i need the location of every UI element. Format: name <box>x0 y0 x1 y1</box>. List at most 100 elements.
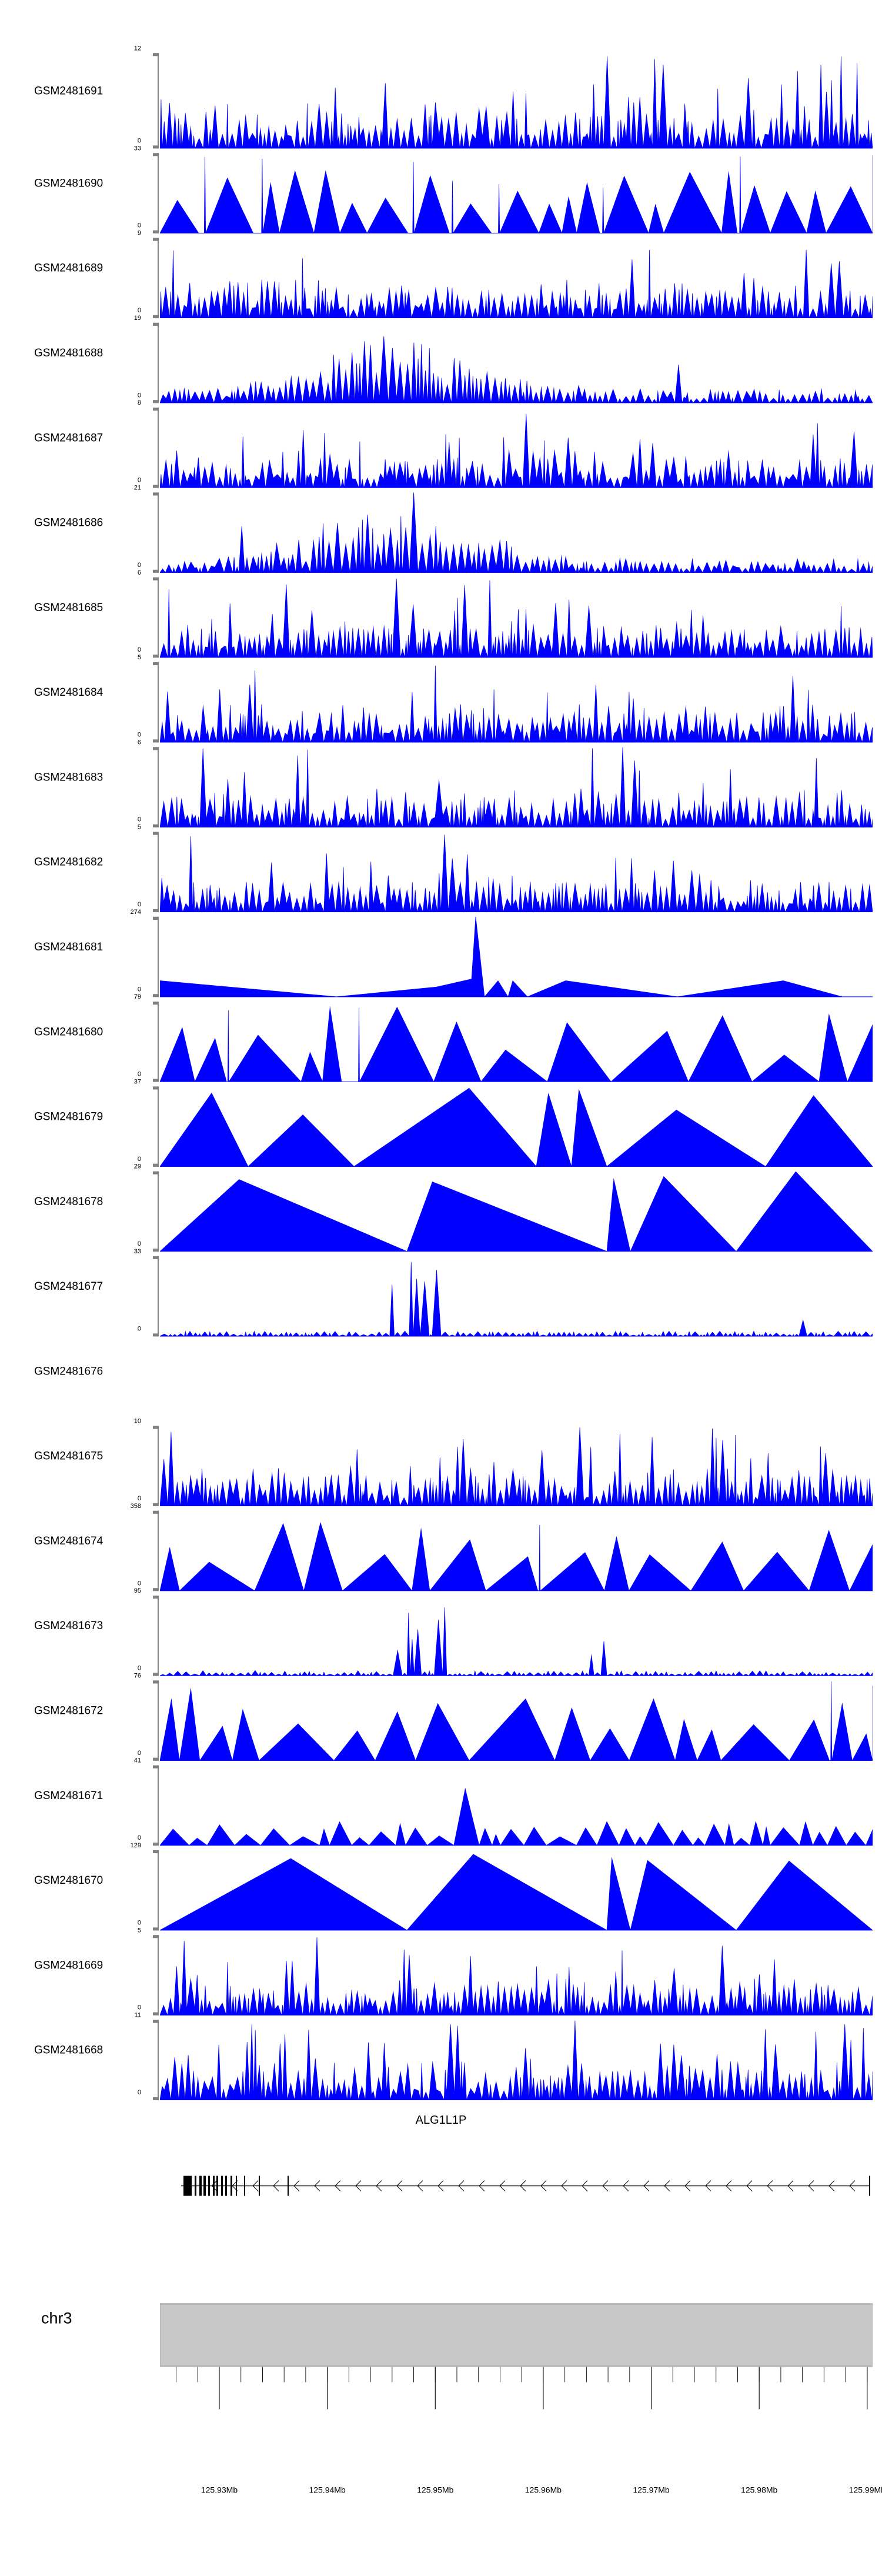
coverage-plot[interactable] <box>160 1680 873 1761</box>
arrow-stroke <box>314 2185 320 2191</box>
track-y-axis: 33 0 <box>134 145 159 233</box>
gene-strand-arrow-icon <box>849 2180 856 2191</box>
track-y-axis: 11 0 <box>135 2012 159 2100</box>
coverage-plot[interactable] <box>160 662 873 743</box>
track-row: GSM2481669 5 0 <box>0 1927 882 2016</box>
coverage-plot[interactable] <box>160 1511 873 1591</box>
track-label-gsm2481676: GSM2481676 <box>34 1365 103 1378</box>
gene-strand-arrow-icon <box>643 2180 650 2191</box>
arrow-stroke <box>273 2180 279 2186</box>
y-axis-max-label: 12 <box>133 45 141 52</box>
coverage-plot[interactable] <box>160 747 873 827</box>
gene-strand-arrow-icon <box>437 2180 444 2191</box>
gene-exon[interactable] <box>203 2175 206 2196</box>
y-axis-max-label: 274 <box>130 908 141 916</box>
coverage-plot[interactable] <box>160 408 873 488</box>
arrow-stroke <box>376 2185 382 2191</box>
arrow-stroke <box>479 2180 485 2186</box>
gene-strand-arrow-icon <box>540 2180 547 2191</box>
track-label-gsm2481674: GSM2481674 <box>34 1534 103 1547</box>
coverage-area-path <box>160 1087 873 1167</box>
gene-exon[interactable] <box>244 2175 245 2196</box>
y-axis-min-label: 0 <box>137 137 141 145</box>
coverage-plot[interactable] <box>160 53 873 149</box>
coverage-area-chart <box>160 56 873 149</box>
track-row: GSM2481672 76 0 <box>0 1673 882 1761</box>
coverage-plot[interactable] <box>160 2020 873 2100</box>
coverage-plot[interactable] <box>160 1171 873 1252</box>
gene-exon[interactable] <box>195 2175 196 2196</box>
track-label-gsm2481687: GSM2481687 <box>34 432 103 445</box>
track-label-gsm2481688: GSM2481688 <box>34 347 103 360</box>
gene-model-diagram[interactable] <box>0 2163 882 2284</box>
arrow-stroke <box>314 2180 320 2186</box>
coverage-plot[interactable] <box>160 1935 873 2016</box>
coverage-plot[interactable] <box>160 578 873 658</box>
y-axis-tick-max <box>153 916 159 920</box>
track-row: GSM2481687 8 0 <box>0 400 882 488</box>
gene-strand-arrow-icon <box>376 2180 382 2191</box>
gene-exon[interactable] <box>216 2175 218 2196</box>
gene-exon[interactable] <box>236 2175 237 2196</box>
arrow-stroke <box>623 2185 629 2191</box>
coverage-area-chart <box>160 1681 873 1761</box>
gene-exon[interactable] <box>288 2175 289 2196</box>
track-row: GSM2481678 29 0 <box>0 1163 882 1252</box>
y-axis-line <box>158 1596 159 1676</box>
coverage-area-chart <box>160 1607 873 1676</box>
gene-exon[interactable] <box>183 2175 192 2196</box>
track-y-axis: 37 0 <box>134 1079 159 1167</box>
coverage-plot[interactable] <box>160 323 873 403</box>
track-label-gsm2481678: GSM2481678 <box>34 1195 103 1208</box>
coverage-plot[interactable] <box>160 1850 873 1931</box>
chromosome-axis-region: chr3 125.93Mb 125.94Mb 125.95Mb 125.96Mb 125… <box>0 2303 882 2545</box>
gene-exon[interactable] <box>221 2175 223 2196</box>
gene-exon[interactable] <box>208 2175 210 2196</box>
track-row: GSM2481670 129 0 <box>0 1842 882 1931</box>
y-axis-tick-max <box>153 322 159 326</box>
arrow-stroke <box>232 2180 238 2186</box>
gene-exon[interactable] <box>259 2175 260 2196</box>
gene-strand-arrow-icon <box>499 2180 506 2191</box>
coverage-area-chart <box>160 2020 873 2100</box>
y-axis-tick-min <box>153 1673 159 1676</box>
y-axis-tick-max <box>153 1002 159 1005</box>
y-axis-tick-max <box>153 1256 159 1260</box>
coverage-plot[interactable] <box>160 1766 873 1846</box>
coverage-area-chart <box>160 1171 873 1252</box>
gene-strand-arrow-icon <box>293 2180 300 2191</box>
y-axis-tick-min <box>153 400 159 403</box>
arrow-stroke <box>252 2185 259 2191</box>
coverage-plot[interactable] <box>160 1426 873 1507</box>
arrow-stroke <box>602 2180 609 2186</box>
coverage-plot[interactable] <box>160 832 873 913</box>
y-axis-min-label: 0 <box>137 222 141 229</box>
track-row: GSM2481691 12 0 <box>0 45 882 149</box>
coverage-plot[interactable] <box>160 1086 873 1167</box>
coverage-plot[interactable] <box>160 1002 873 1082</box>
track-row: GSM2481682 5 0 <box>0 824 882 913</box>
coverage-plot[interactable] <box>160 492 873 573</box>
y-axis-min-label: 0 <box>137 1155 141 1163</box>
axis-tick-label: 125.99Mb <box>848 2485 882 2495</box>
track-y-axis: 10 0 <box>134 1418 159 1507</box>
track-y-axis: 79 0 <box>134 994 159 1082</box>
coverage-plot[interactable] <box>160 1256 873 1337</box>
gene-exon[interactable] <box>199 2175 202 2196</box>
arrow-stroke <box>458 2180 465 2186</box>
gene-exon[interactable] <box>225 2175 227 2196</box>
gene-exon[interactable] <box>213 2175 215 2196</box>
y-axis-line <box>158 1171 159 1252</box>
y-axis-max-label: 10 <box>133 1417 141 1425</box>
gene-strand-arrow-icon <box>602 2180 609 2191</box>
y-axis-min-label: 0 <box>137 1664 141 1672</box>
coverage-plot[interactable] <box>160 153 873 233</box>
y-axis-max-label: 33 <box>133 1248 141 1256</box>
gene-exon[interactable] <box>230 2175 232 2196</box>
coverage-plot[interactable] <box>160 1596 873 1676</box>
coverage-area-chart <box>160 665 873 743</box>
coverage-plot[interactable] <box>160 238 873 319</box>
coverage-plot[interactable] <box>160 916 873 997</box>
